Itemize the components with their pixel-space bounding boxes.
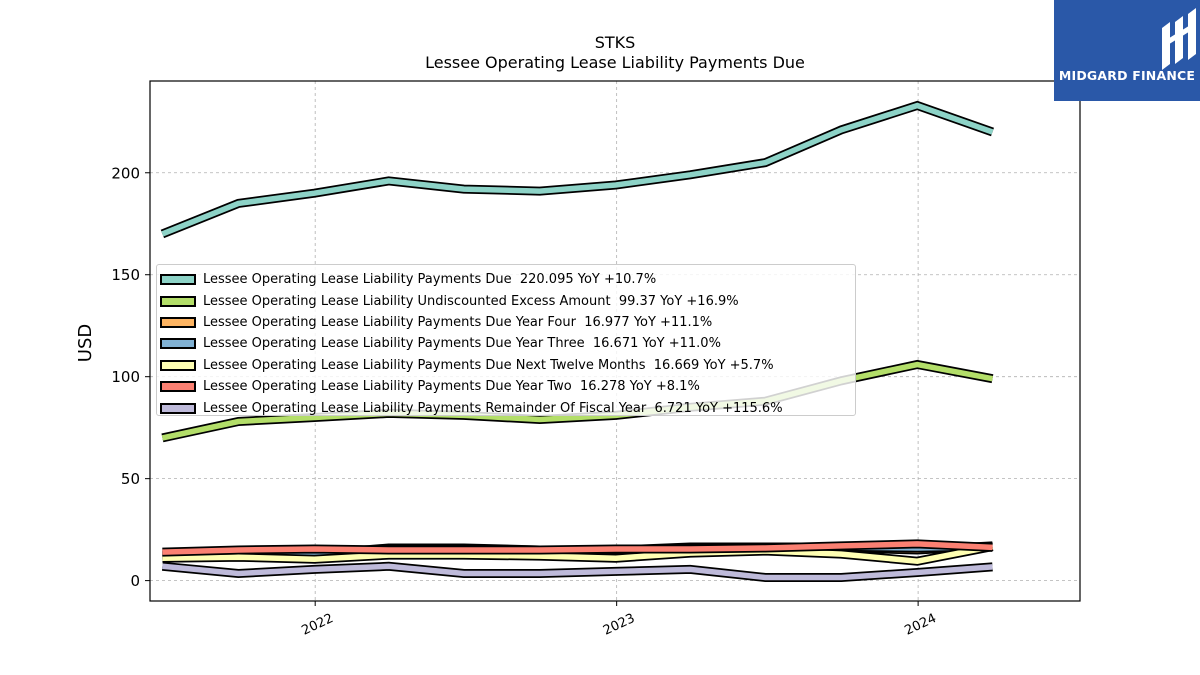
series-line-1 — [160, 100, 994, 239]
legend-item: Lessee Operating Lease Liability Payment… — [157, 333, 855, 354]
series-stroke — [162, 541, 993, 555]
x-tick-label: 2022 — [300, 611, 336, 639]
legend-label: Lessee Operating Lease Liability Payment… — [203, 272, 657, 288]
legend-item: Lessee Operating Lease Liability Payment… — [157, 355, 855, 376]
x-tick-label: 2024 — [902, 611, 938, 639]
legend-label: Lessee Operating Lease Liability Payment… — [203, 357, 774, 373]
series-line-7 — [161, 561, 993, 582]
legend-label: Lessee Operating Lease Liability Undisco… — [203, 293, 739, 309]
legend-item: Lessee Operating Lease Liability Payment… — [157, 269, 855, 290]
y-tick-label: 0 — [130, 572, 140, 590]
series-line-5 — [162, 542, 994, 566]
series-outline — [160, 100, 994, 239]
y-tick-label: 150 — [111, 266, 140, 284]
chart-legend: Lessee Operating Lease Liability Payment… — [156, 264, 856, 416]
chart-title: STKS — [595, 33, 636, 52]
legend-label: Lessee Operating Lease Liability Payment… — [203, 336, 721, 352]
legend-item: Lessee Operating Lease Liability Payment… — [157, 312, 855, 333]
legend-item: Lessee Operating Lease Liability Payment… — [157, 397, 855, 418]
legend-swatch — [160, 359, 196, 371]
legend-item: Lessee Operating Lease Liability Payment… — [157, 376, 855, 397]
series-line-6 — [162, 539, 993, 557]
legend-swatch — [160, 402, 196, 414]
legend-swatch — [160, 338, 196, 350]
midgard-logo-mark-icon — [1162, 8, 1196, 70]
y-axis-label: USD — [75, 324, 96, 362]
midgard-finance-logo: MIDGARD FINANCE — [1054, 0, 1200, 101]
chart-subtitle: Lessee Operating Lease Liability Payment… — [425, 53, 805, 72]
legend-label: Lessee Operating Lease Liability Payment… — [203, 400, 783, 416]
logo-text: MIDGARD FINANCE — [1058, 68, 1196, 83]
legend-swatch — [160, 381, 196, 393]
series-stroke — [162, 543, 994, 564]
legend-swatch — [160, 274, 196, 286]
plot-frame — [149, 80, 1081, 602]
y-tick-label: 200 — [111, 164, 140, 182]
series-stroke — [162, 563, 993, 581]
y-tick-label: 100 — [111, 368, 140, 386]
legend-label: Lessee Operating Lease Liability Payment… — [203, 314, 713, 330]
legend-swatch — [160, 316, 196, 328]
y-tick-label: 50 — [121, 470, 140, 488]
series-stroke — [161, 102, 994, 237]
legend-item: Lessee Operating Lease Liability Undisco… — [157, 290, 855, 311]
x-tick-label: 2023 — [601, 611, 637, 639]
legend-swatch — [160, 295, 196, 307]
legend-label: Lessee Operating Lease Liability Payment… — [203, 379, 700, 395]
